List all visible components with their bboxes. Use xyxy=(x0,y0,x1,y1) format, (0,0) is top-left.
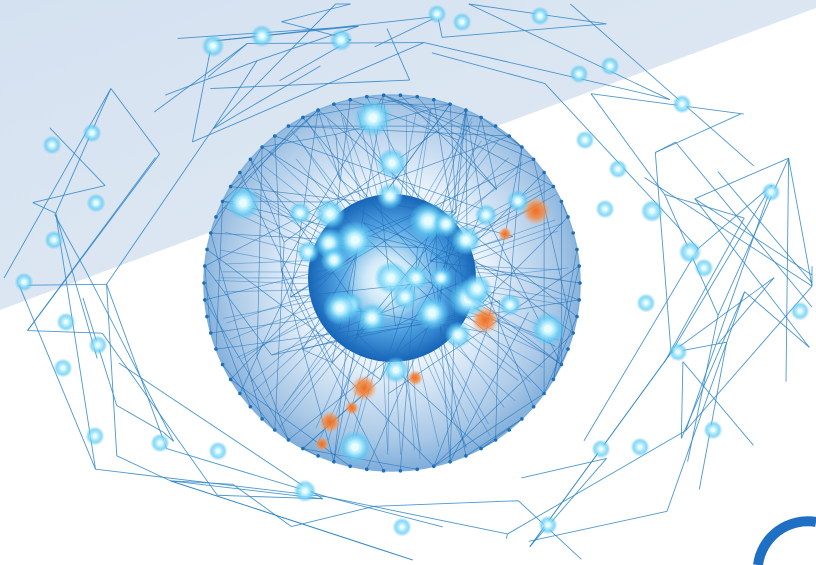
orange-accents xyxy=(315,197,550,451)
corner-ring xyxy=(753,516,816,565)
glowing-nodes xyxy=(14,4,810,537)
outer-wireframe xyxy=(3,3,813,561)
